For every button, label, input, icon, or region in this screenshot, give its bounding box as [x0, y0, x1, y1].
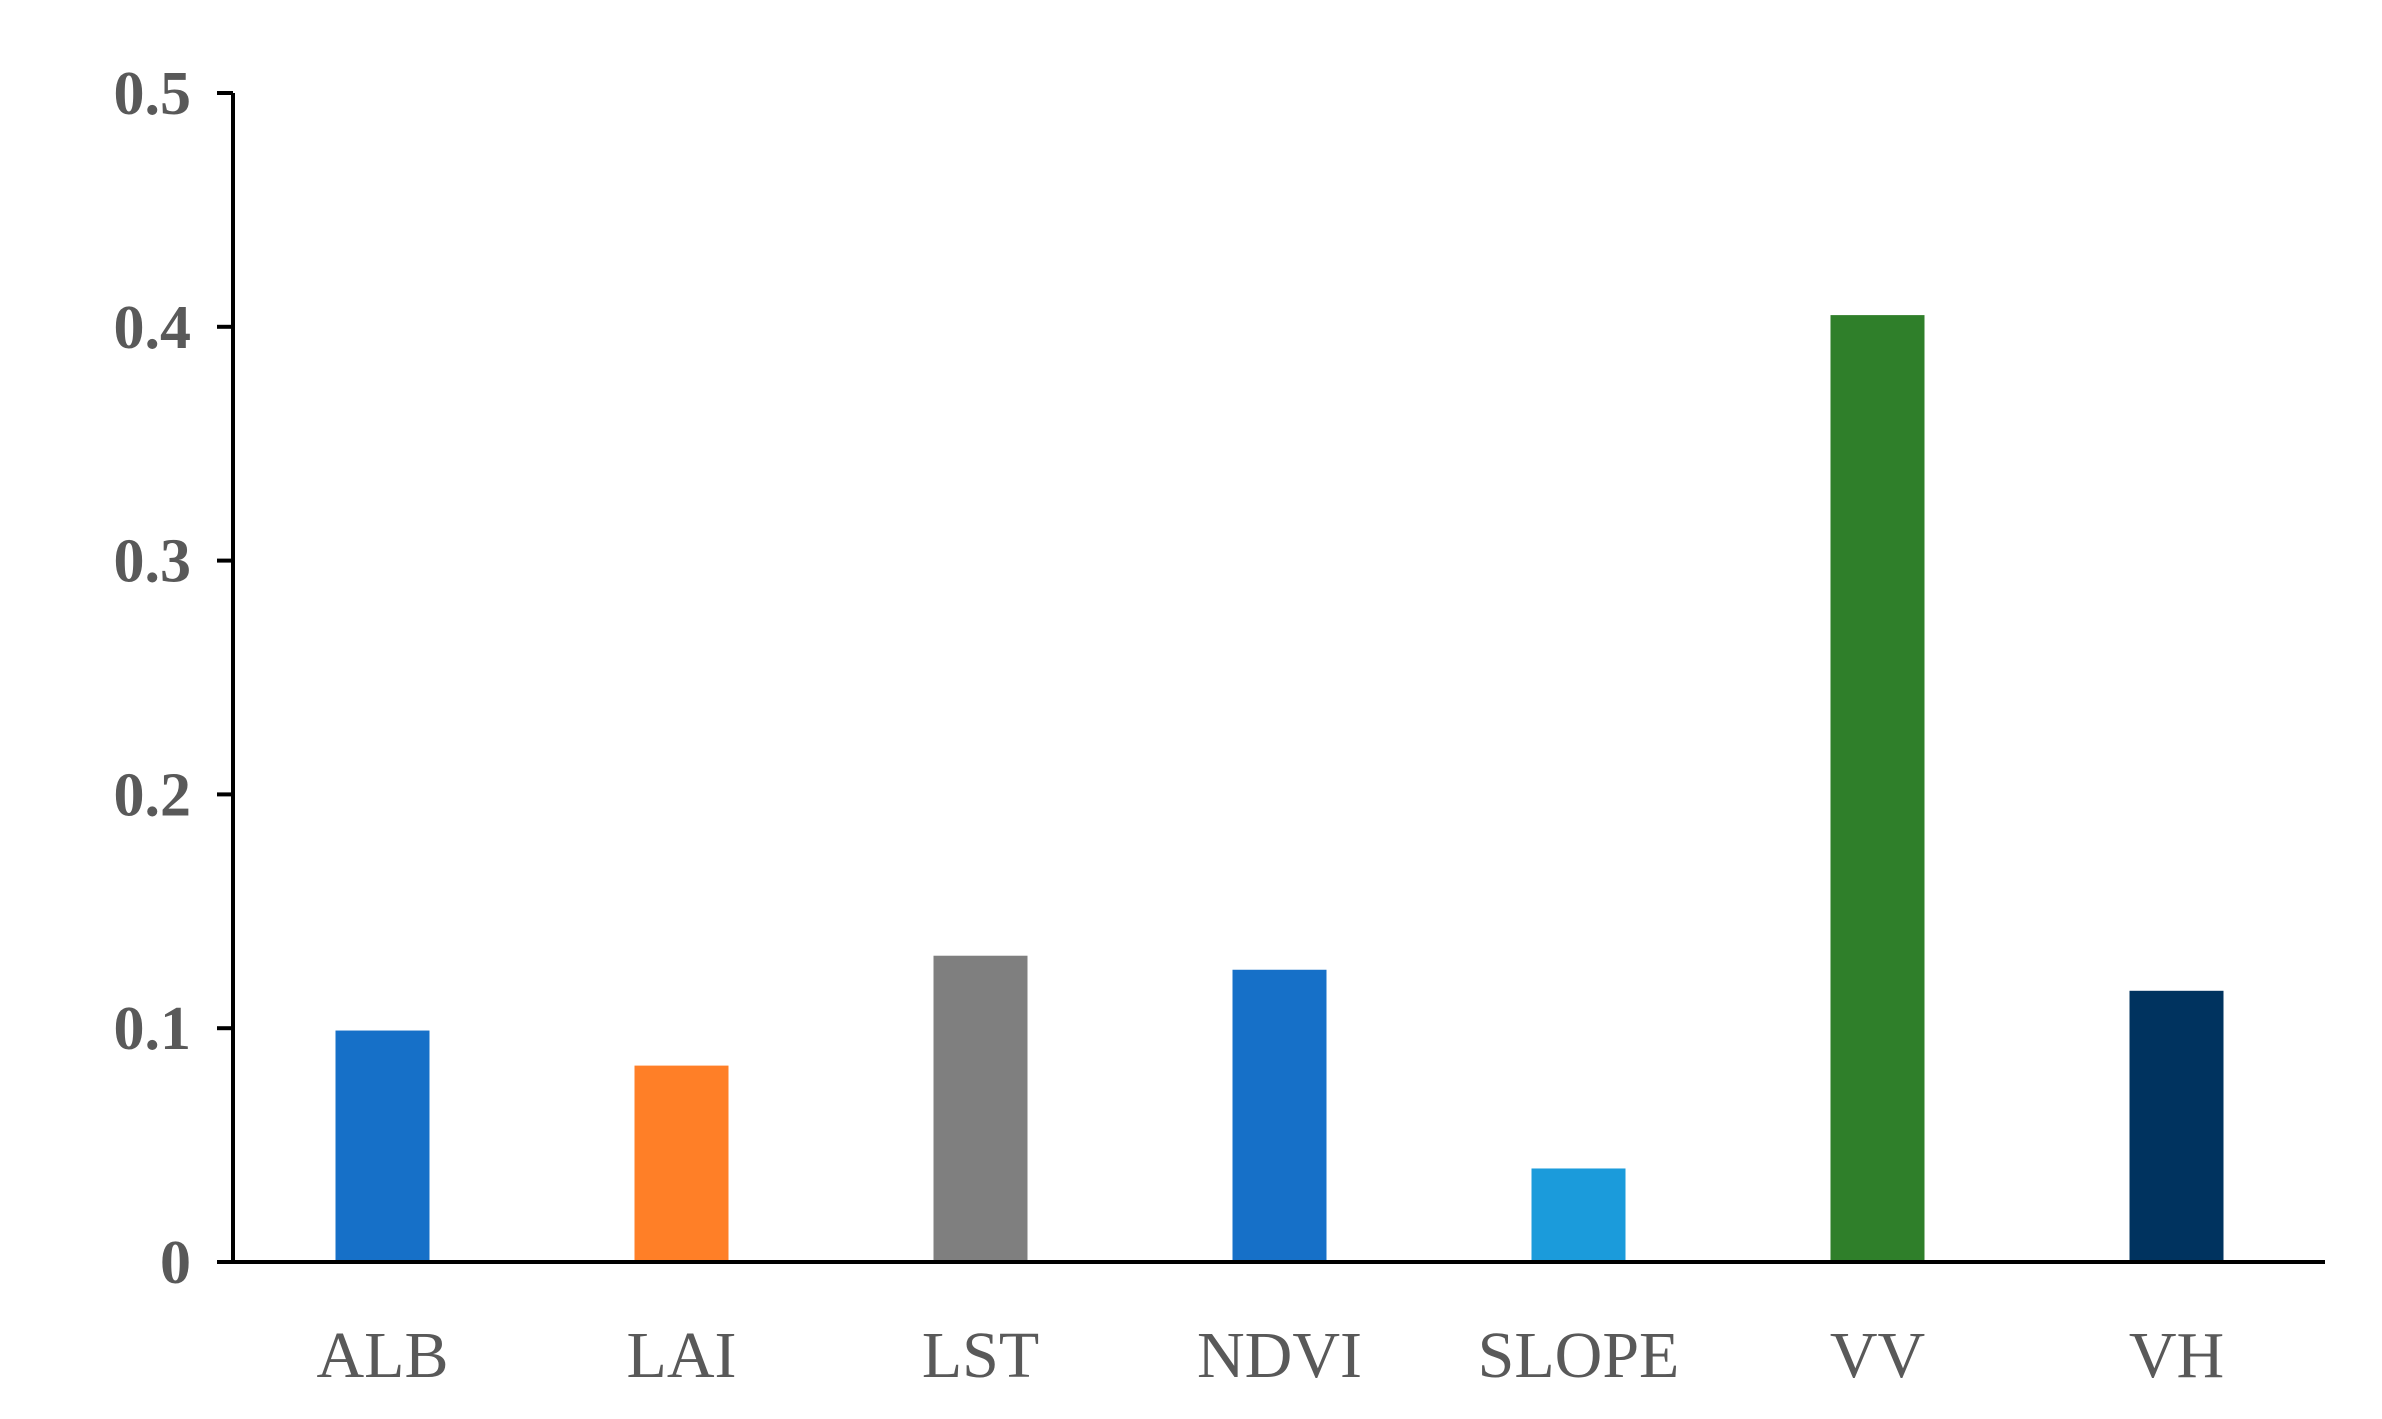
bar-lst — [933, 955, 1028, 1262]
bars-group — [335, 315, 2224, 1262]
y-tick-label: 0.1 — [114, 995, 192, 1063]
x-tick-label-vh: VH — [2129, 1319, 2224, 1392]
y-axis-ticks: 0 0.1 0.2 0.3 0.4 0.5 — [114, 60, 233, 1297]
y-tick-label: 0 — [160, 1229, 191, 1297]
y-tick-label: 0.2 — [114, 761, 192, 829]
y-tick-label: 0.5 — [114, 60, 192, 128]
x-tick-label-alb: ALB — [317, 1319, 449, 1392]
y-tick-label: 0.4 — [114, 294, 192, 362]
bar-alb — [335, 1030, 430, 1262]
y-tick-label: 0.3 — [114, 528, 192, 596]
bar-ndvi — [1232, 969, 1327, 1262]
bar-vh — [2129, 990, 2224, 1262]
x-tick-label-lai: LAI — [627, 1319, 737, 1392]
bar-slope — [1531, 1168, 1626, 1262]
bar-vv — [1830, 315, 1925, 1262]
bar-lai — [634, 1065, 729, 1262]
x-tick-label-slope: SLOPE — [1478, 1319, 1680, 1392]
x-axis-labels: ALB LAI LST NDVI SLOPE VV VH — [317, 1319, 2225, 1392]
x-tick-label-lst: LST — [922, 1319, 1039, 1392]
x-tick-label-ndvi: NDVI — [1197, 1319, 1362, 1392]
x-tick-label-vv: VV — [1830, 1319, 1925, 1392]
